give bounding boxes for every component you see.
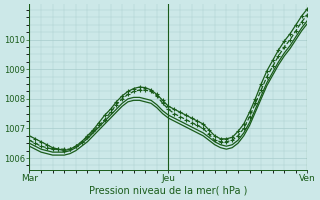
X-axis label: Pression niveau de la mer( hPa ): Pression niveau de la mer( hPa ) — [89, 186, 248, 196]
